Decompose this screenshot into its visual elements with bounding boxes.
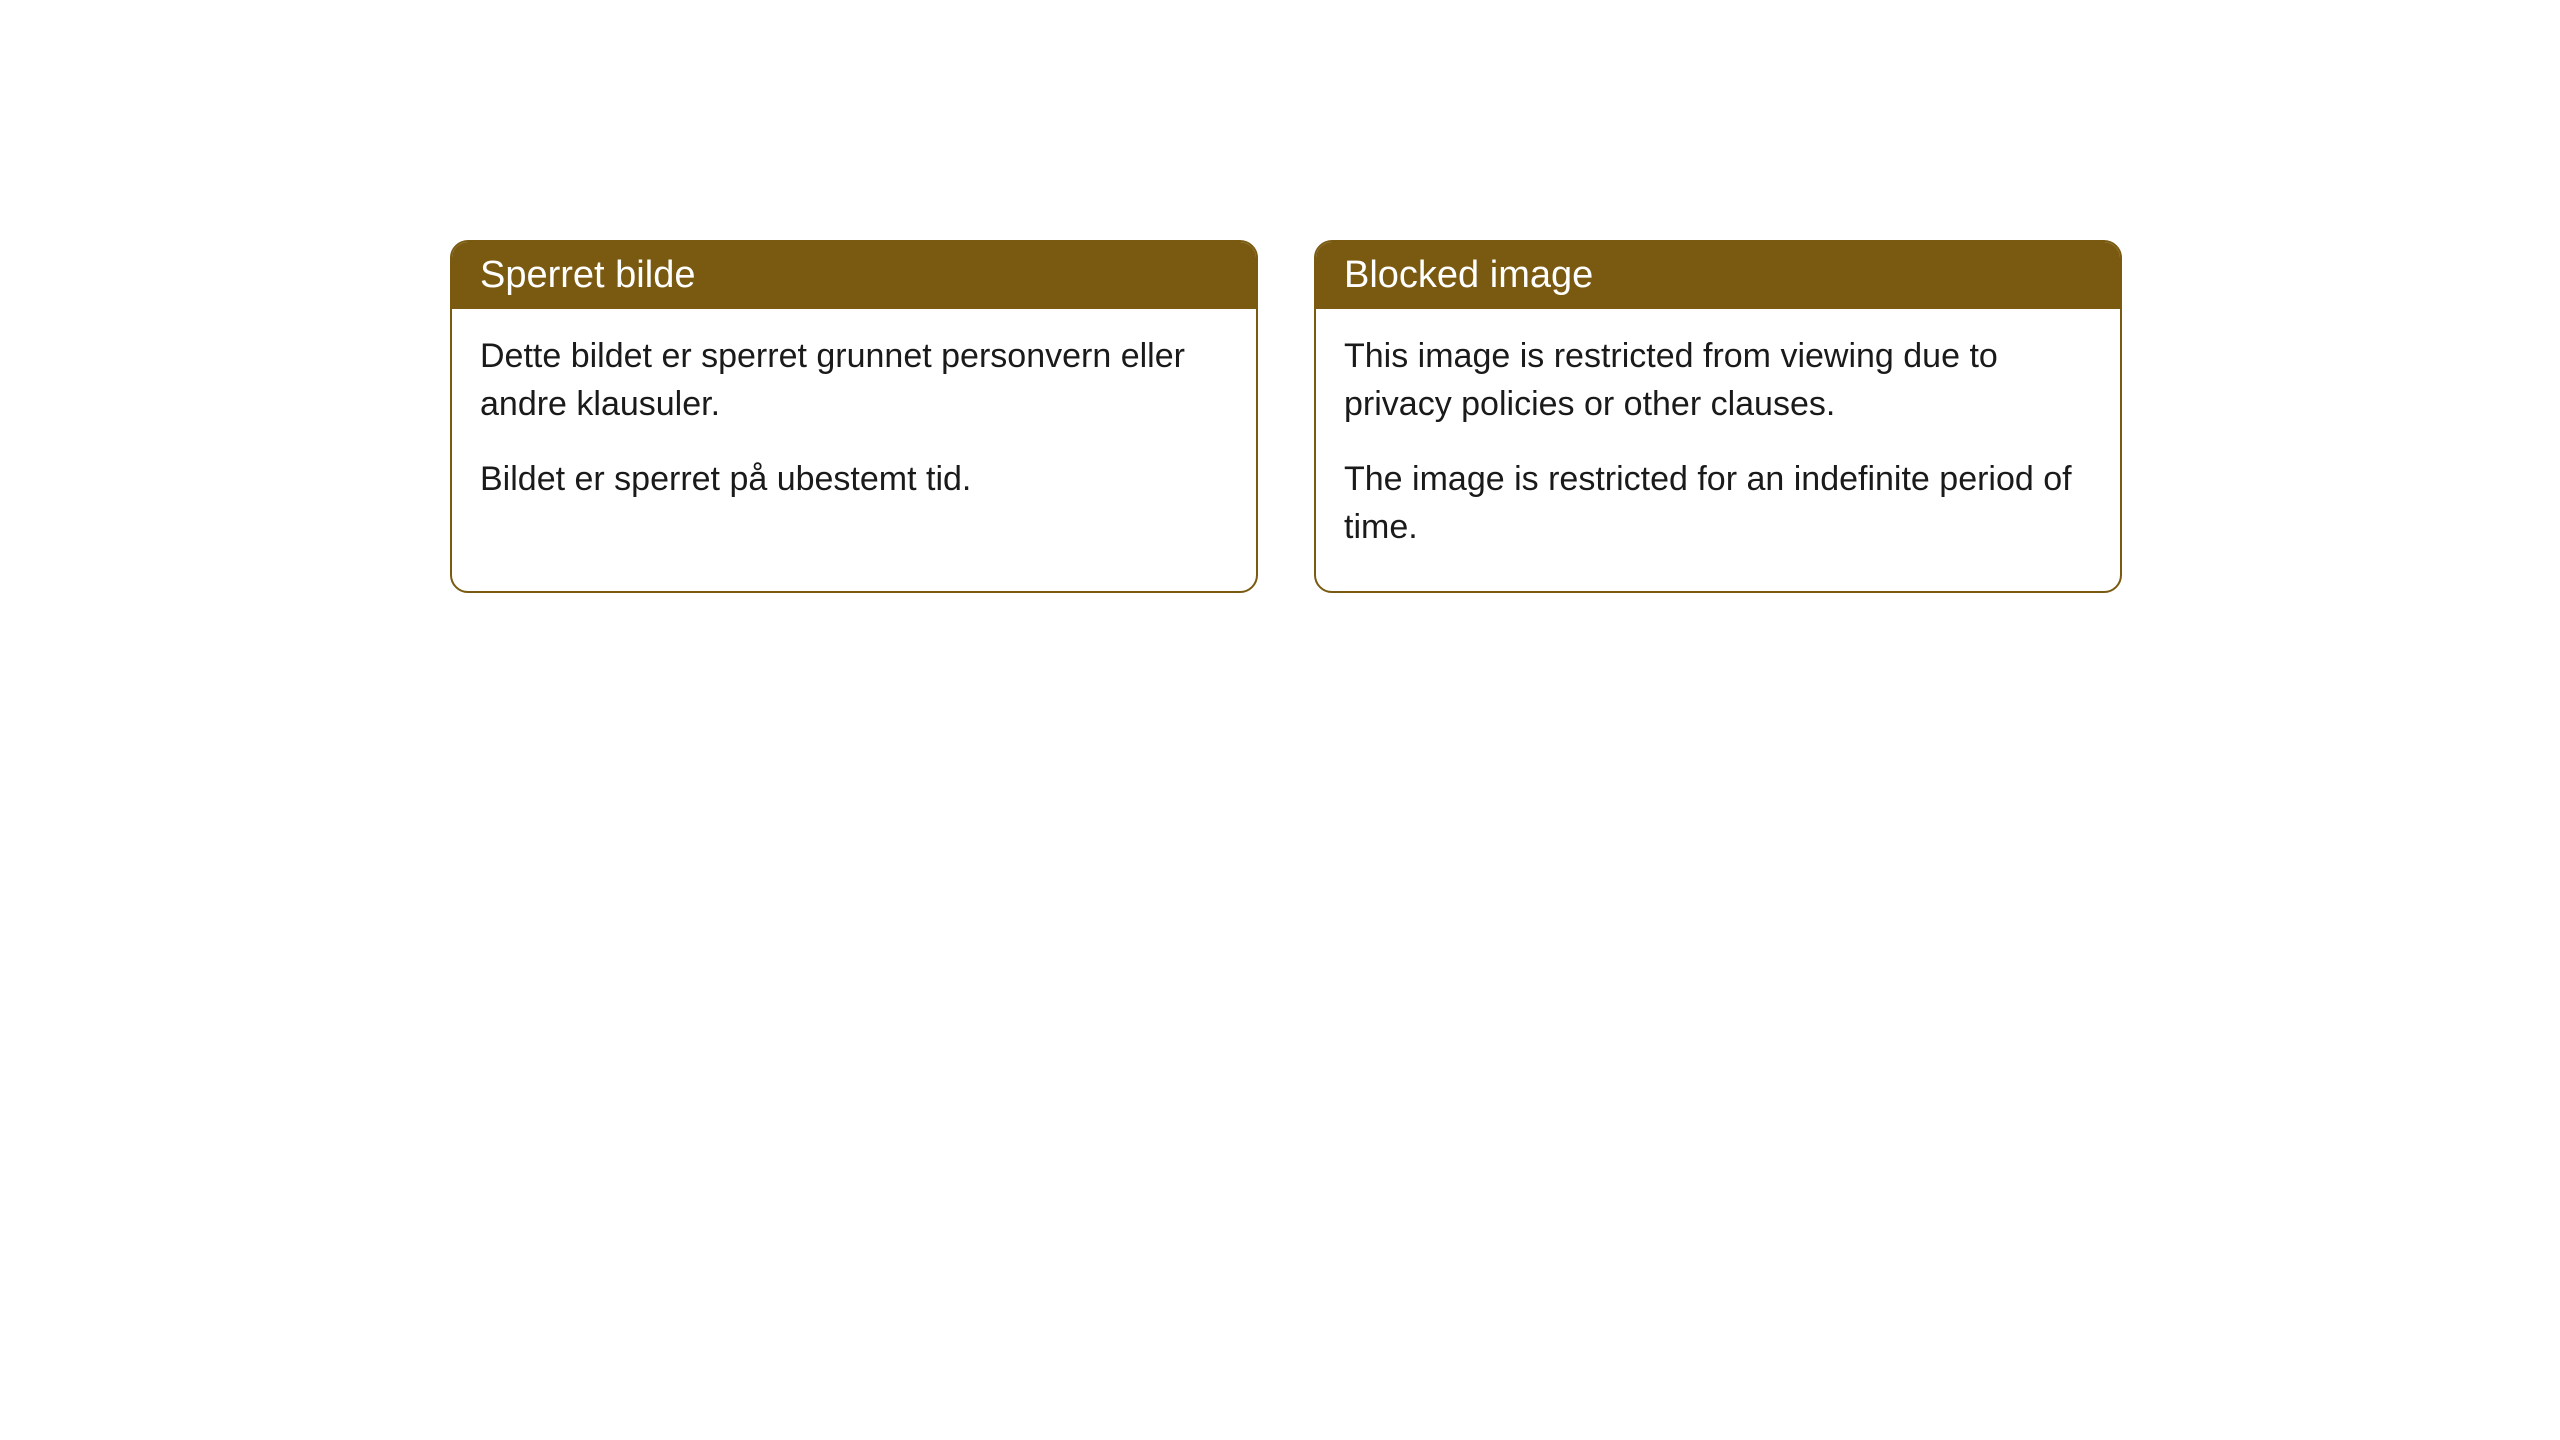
notice-cards-container: Sperret bilde Dette bildet er sperret gr…	[450, 240, 2122, 593]
card-title: Sperret bilde	[480, 254, 695, 296]
card-title: Blocked image	[1344, 254, 1593, 296]
blocked-image-card-norwegian: Sperret bilde Dette bildet er sperret gr…	[450, 240, 1258, 593]
card-body-english: This image is restricted from viewing du…	[1316, 309, 2120, 591]
card-text-line-1: This image is restricted from viewing du…	[1344, 333, 2092, 428]
blocked-image-card-english: Blocked image This image is restricted f…	[1314, 240, 2122, 593]
card-text-line-2: Bildet er sperret på ubestemt tid.	[480, 456, 1228, 504]
card-text-line-2: The image is restricted for an indefinit…	[1344, 456, 2092, 551]
card-header-norwegian: Sperret bilde	[452, 242, 1256, 309]
card-text-line-1: Dette bildet er sperret grunnet personve…	[480, 333, 1228, 428]
card-body-norwegian: Dette bildet er sperret grunnet personve…	[452, 309, 1256, 544]
card-header-english: Blocked image	[1316, 242, 2120, 309]
